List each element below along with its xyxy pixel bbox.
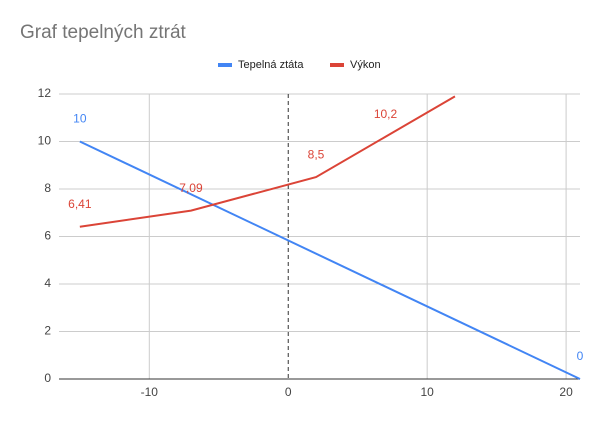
x-tick-label: 0 (285, 385, 292, 399)
data-label: 8,5 (308, 147, 325, 161)
legend-label: Tepelná ztáta (238, 59, 304, 71)
x-tick-label: 20 (559, 385, 573, 399)
chart-title: Graf tepelných ztrát (20, 22, 187, 43)
x-tick-label: 10 (420, 385, 434, 399)
y-tick-label: 6 (44, 229, 51, 243)
y-tick-label: 10 (38, 134, 52, 148)
series-line (79, 95, 456, 228)
data-label: 10,2 (374, 107, 398, 121)
data-label: 7,09 (179, 181, 203, 195)
data-label: 10 (73, 112, 87, 126)
data-label: 0 (577, 349, 584, 363)
legend-label: Výkon (350, 59, 381, 71)
y-tick-label: 0 (44, 371, 51, 385)
y-tick-label: 8 (44, 181, 51, 195)
data-label: 6,41 (68, 197, 92, 211)
y-tick-label: 12 (38, 86, 52, 100)
x-tick-label: -10 (141, 385, 159, 399)
legend-swatch (218, 63, 232, 67)
legend-swatch (330, 63, 344, 67)
series-line (79, 140, 581, 380)
y-tick-label: 2 (44, 324, 51, 338)
y-tick-label: 4 (44, 276, 51, 290)
